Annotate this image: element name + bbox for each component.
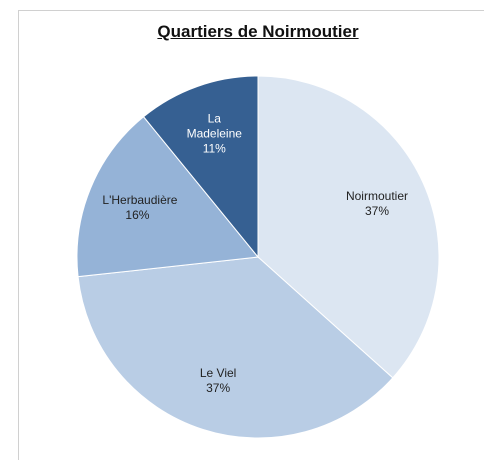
slice-label: L'Herbaudière 16% [92,193,182,223]
chart-frame [18,10,484,460]
chart-title: Quartiers de Noirmoutier [157,22,359,41]
pie-slice [77,256,394,439]
value-label: 16% [125,207,150,222]
pie-slice [257,75,440,379]
category-label: La Madeleine [186,111,242,141]
category-label: Le Viel [199,366,237,381]
category-label: Noirmoutier [345,188,408,203]
value-label: 11% [202,141,226,156]
slice-label: La Madeleine 11% [169,112,259,157]
category-label: L'Herbaudière [102,192,178,207]
slice-label: Le Viel 37% [173,366,263,396]
value-label: 37% [364,203,389,218]
value-label: 37% [206,381,231,396]
slice-label: Noirmoutier 37% [332,189,422,219]
pie-slice [142,75,259,259]
pie-slice [76,116,259,278]
